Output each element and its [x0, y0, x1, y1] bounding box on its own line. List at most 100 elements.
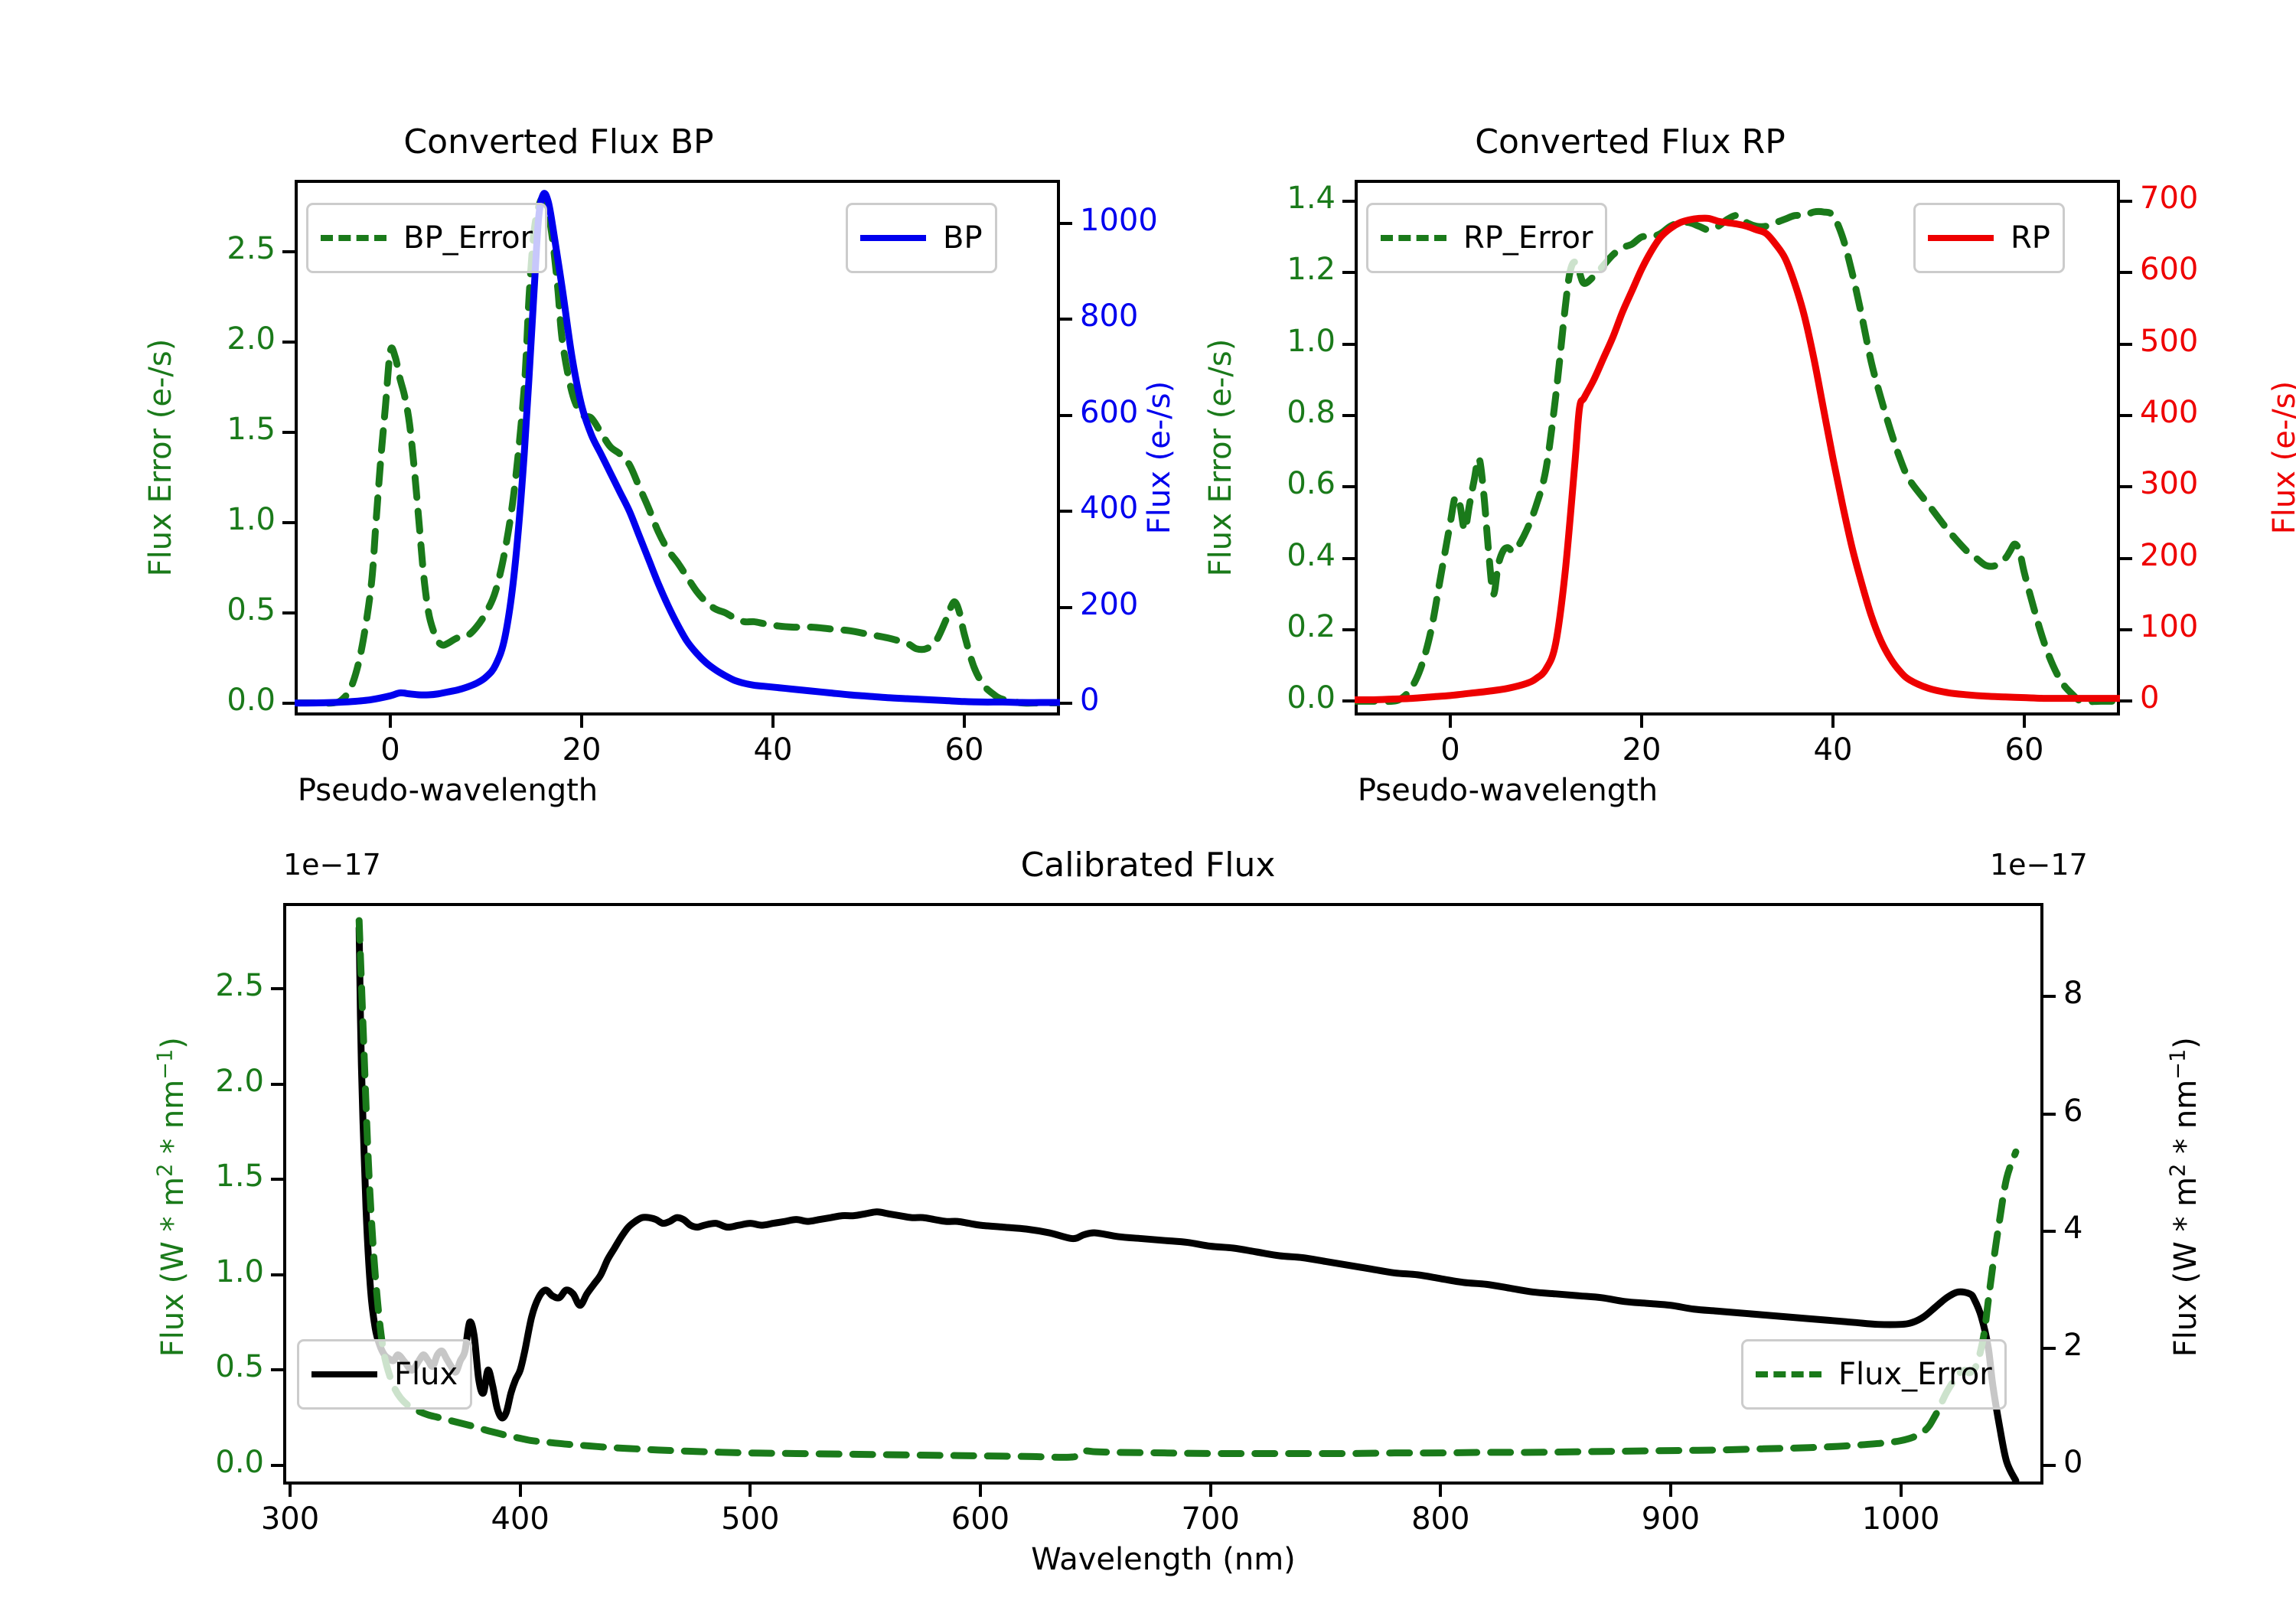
calibrated-legend-error[interactable]: Flux_Error: [1741, 1339, 2007, 1410]
series-rp: [1355, 214, 2120, 704]
x-tick-label: 20: [1622, 732, 1662, 768]
y-tick-label-right: 500: [2140, 323, 2199, 359]
y-tick-label-left: 2.5: [227, 231, 276, 267]
y-tick-label-left: 0.5: [215, 1349, 264, 1385]
y-tick-label-left: 1.4: [1287, 181, 1336, 216]
rp-error-legend-label: RP_Error: [1463, 220, 1593, 256]
y-tick-mark-left: [271, 1273, 283, 1276]
bp-flux-line-swatch: [860, 235, 926, 241]
y-tick-label-left: 0.5: [227, 592, 276, 627]
x-tick-mark: [963, 715, 966, 728]
series-bp: [295, 190, 1060, 707]
x-tick-mark: [1439, 1485, 1443, 1497]
x-tick-mark: [771, 715, 775, 728]
x-tick-mark: [1899, 1485, 1903, 1497]
y-tick-label-left: 0.8: [1287, 395, 1336, 430]
series-bp_error: [295, 194, 1060, 707]
x-tick-mark: [2023, 715, 2026, 728]
y-tick-label-right: 8: [2063, 976, 2083, 1012]
y-tick-label-right: 0: [2063, 1444, 2083, 1480]
x-tick-mark: [289, 1485, 292, 1497]
bp-title: Converted Flux BP: [403, 122, 714, 161]
y-tick-mark-left: [282, 430, 295, 434]
calibrated-offset-left: 1e−17: [283, 848, 381, 882]
y-tick-label-left: 0.6: [1287, 466, 1336, 502]
rp-legend-flux[interactable]: RP: [1913, 203, 2065, 273]
y-tick-label-right: 200: [1080, 586, 1139, 622]
y-tick-label-right: 6: [2063, 1093, 2083, 1129]
x-tick-label: 800: [1411, 1501, 1470, 1537]
x-tick-label: 0: [380, 732, 400, 768]
y-tick-mark-right: [2120, 200, 2132, 203]
calibrated-plot-lines: [355, 917, 2020, 1485]
y-tick-label-right: 400: [2140, 395, 2199, 430]
rp-flux-legend-label: RP: [2011, 220, 2050, 256]
calibrated-legend-flux[interactable]: Flux: [297, 1339, 473, 1410]
y-tick-label-right: 200: [2140, 537, 2199, 573]
y-tick-mark-right: [1060, 221, 1072, 225]
y-tick-label-right: 0: [2140, 680, 2160, 716]
panel-converted-flux-bp: Converted Flux BP Flux Error (e-/s) Flux…: [0, 0, 1177, 811]
y-tick-label-left: 0.0: [1287, 680, 1336, 716]
y-tick-label-left: 2.5: [215, 968, 264, 1004]
bp-legend-flux[interactable]: BP: [846, 203, 997, 273]
y-tick-mark-right: [1060, 605, 1072, 609]
y-tick-mark-right: [1060, 510, 1072, 513]
y-tick-mark-right: [1060, 413, 1072, 417]
y-tick-mark-right: [2120, 628, 2132, 631]
y-tick-mark-left: [271, 987, 283, 991]
bp-error-line-swatch: [321, 235, 386, 241]
y-tick-label-right: 100: [2140, 609, 2199, 644]
calibrated-flux-legend-label: Flux: [394, 1357, 458, 1392]
y-tick-label-left: 0.0: [227, 682, 276, 718]
x-tick-mark: [978, 1485, 982, 1497]
y-tick-label-left: 0.2: [1287, 609, 1336, 644]
bp-plot-lines: [295, 190, 1060, 707]
x-tick-label: 40: [1813, 732, 1853, 768]
y-tick-label-right: 600: [2140, 252, 2199, 288]
y-tick-mark-left: [282, 341, 295, 344]
x-tick-label: 900: [1641, 1501, 1701, 1537]
y-tick-mark-right: [1060, 702, 1072, 706]
y-tick-label-right: 700: [2140, 181, 2199, 216]
x-tick-mark: [1208, 1485, 1212, 1497]
rp-title: Converted Flux RP: [1475, 122, 1786, 161]
y-tick-mark-left: [1342, 414, 1355, 417]
rp-error-line-swatch: [1381, 235, 1446, 241]
bp-axes-frame: [295, 180, 1060, 715]
y-tick-mark-left: [1342, 485, 1355, 489]
y-tick-label-right: 4: [2063, 1210, 2083, 1246]
y-tick-label-left: 1.0: [227, 501, 276, 537]
y-tick-mark-right: [2120, 342, 2132, 346]
y-tick-label-left: 1.0: [215, 1253, 264, 1289]
y-tick-mark-right: [2043, 1112, 2056, 1116]
y-tick-label-left: 0.0: [215, 1445, 264, 1481]
y-tick-label-right: 0: [1080, 683, 1100, 719]
y-tick-label-right: 400: [1080, 491, 1139, 526]
x-tick-label: 0: [1440, 732, 1460, 768]
x-tick-mark: [518, 1485, 522, 1497]
x-tick-mark: [748, 1485, 752, 1497]
y-tick-mark-right: [2043, 995, 2056, 999]
y-tick-mark-right: [2120, 699, 2132, 703]
x-tick-mark: [1831, 715, 1835, 728]
y-tick-label-right: 600: [1080, 394, 1139, 430]
y-tick-mark-left: [271, 1368, 283, 1372]
y-tick-label-right: 1000: [1080, 202, 1158, 238]
y-tick-mark-left: [282, 701, 295, 705]
y-tick-mark-left: [271, 1178, 283, 1182]
x-tick-mark: [1668, 1485, 1672, 1497]
bp-legend-error[interactable]: BP_Error: [306, 203, 548, 273]
rp-legend-error[interactable]: RP_Error: [1366, 203, 1608, 273]
rp-flux-line-swatch: [1928, 235, 1994, 241]
panel-calibrated-flux: Calibrated Flux 1e−17 1e−17 Flux (W * m2…: [0, 811, 2296, 1607]
calibrated-title: Calibrated Flux: [1020, 846, 1276, 885]
x-tick-mark: [1449, 715, 1452, 728]
y-tick-label-right: 800: [1080, 298, 1139, 334]
y-tick-mark-right: [2120, 414, 2132, 417]
x-tick-label: 600: [951, 1501, 1010, 1537]
x-tick-mark: [580, 715, 583, 728]
rp-plot-lines: [1355, 207, 2120, 706]
y-tick-label-left: 0.4: [1287, 537, 1336, 573]
